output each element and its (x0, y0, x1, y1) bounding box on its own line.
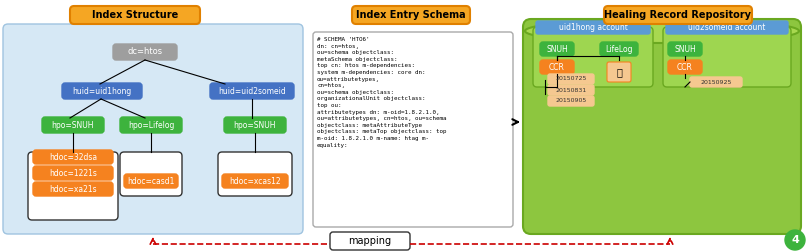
FancyBboxPatch shape (352, 6, 470, 24)
FancyBboxPatch shape (523, 19, 801, 234)
Text: 20150905: 20150905 (555, 99, 587, 104)
Text: Index Entry Schema: Index Entry Schema (356, 10, 466, 20)
Text: # SCHEMA 'HTO6'
dn: cn=htos,
ou=schema objectclass:
metaSchema objectclass:
top : # SCHEMA 'HTO6' dn: cn=htos, ou=schema o… (317, 37, 446, 148)
Text: 📄: 📄 (616, 67, 622, 77)
Text: CCR: CCR (677, 62, 693, 72)
Text: 20150725: 20150725 (555, 77, 587, 81)
FancyBboxPatch shape (120, 152, 182, 196)
Text: huid=uid2someid: huid=uid2someid (218, 86, 286, 96)
FancyBboxPatch shape (548, 85, 594, 95)
FancyBboxPatch shape (62, 83, 142, 99)
FancyBboxPatch shape (690, 77, 742, 87)
Text: mapping: mapping (349, 236, 391, 246)
FancyBboxPatch shape (607, 62, 631, 82)
Text: dc=htos: dc=htos (128, 47, 162, 56)
FancyBboxPatch shape (533, 27, 653, 87)
FancyBboxPatch shape (33, 166, 113, 180)
FancyBboxPatch shape (224, 117, 286, 133)
Text: huid=uid1hong: huid=uid1hong (73, 86, 132, 96)
FancyBboxPatch shape (222, 174, 288, 188)
Text: SNUH: SNUH (674, 45, 696, 53)
Text: uid2someid account: uid2someid account (688, 23, 766, 32)
Text: hdoc=xcas12: hdoc=xcas12 (229, 176, 281, 185)
FancyBboxPatch shape (218, 152, 292, 196)
Text: 4: 4 (791, 235, 799, 245)
Text: hdoc=casd1: hdoc=casd1 (128, 176, 174, 185)
Text: 20150925: 20150925 (700, 79, 732, 84)
FancyBboxPatch shape (668, 42, 702, 56)
FancyBboxPatch shape (33, 150, 113, 164)
Ellipse shape (525, 19, 799, 43)
Text: LifeLog: LifeLog (605, 45, 633, 53)
FancyBboxPatch shape (666, 21, 788, 34)
FancyBboxPatch shape (124, 174, 178, 188)
FancyBboxPatch shape (536, 21, 650, 34)
Text: Healing Record Repository: Healing Record Repository (604, 10, 751, 20)
FancyBboxPatch shape (663, 27, 791, 87)
Text: SNUH: SNUH (546, 45, 568, 53)
Text: uid1hong account: uid1hong account (558, 23, 627, 32)
FancyBboxPatch shape (330, 232, 410, 250)
FancyBboxPatch shape (113, 44, 177, 60)
FancyBboxPatch shape (33, 182, 113, 196)
FancyBboxPatch shape (42, 117, 104, 133)
FancyBboxPatch shape (540, 42, 574, 56)
Text: 20150831: 20150831 (555, 87, 587, 92)
FancyBboxPatch shape (600, 42, 638, 56)
Text: CCR: CCR (549, 62, 565, 72)
Text: hdoc=1221s: hdoc=1221s (49, 169, 97, 177)
FancyBboxPatch shape (28, 152, 118, 220)
FancyBboxPatch shape (668, 60, 702, 74)
Text: hpo=SNUH: hpo=SNUH (52, 120, 94, 130)
Text: hpo=SNUH: hpo=SNUH (234, 120, 276, 130)
FancyBboxPatch shape (3, 24, 303, 234)
FancyBboxPatch shape (70, 6, 200, 24)
Circle shape (785, 230, 805, 250)
FancyBboxPatch shape (548, 74, 594, 84)
Text: hdoc=32dsa: hdoc=32dsa (49, 152, 97, 162)
FancyBboxPatch shape (540, 60, 574, 74)
Text: hpo=Lifelog: hpo=Lifelog (128, 120, 174, 130)
Text: Index Structure: Index Structure (92, 10, 178, 20)
FancyBboxPatch shape (604, 6, 752, 24)
Text: hdoc=xa21s: hdoc=xa21s (49, 184, 97, 194)
FancyBboxPatch shape (313, 32, 513, 227)
FancyBboxPatch shape (210, 83, 294, 99)
FancyBboxPatch shape (548, 96, 594, 106)
FancyBboxPatch shape (120, 117, 182, 133)
